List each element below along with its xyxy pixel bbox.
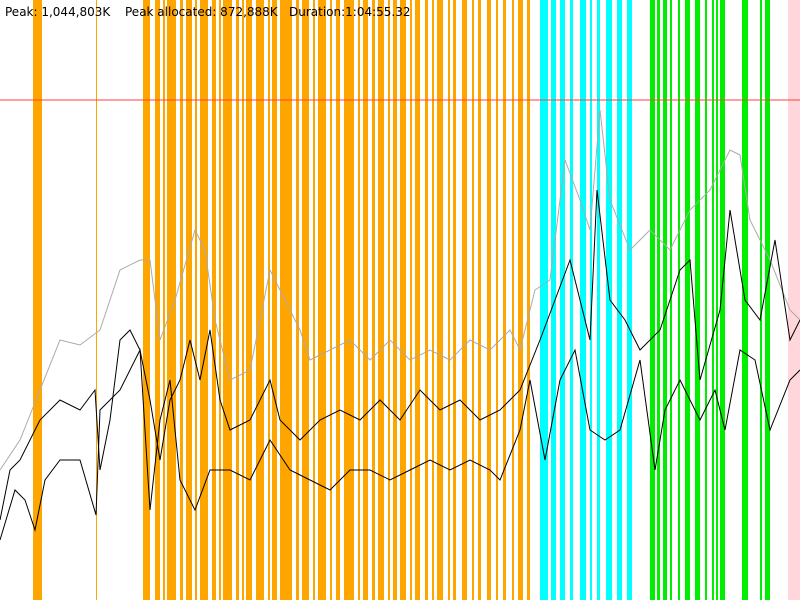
stripe [393,0,397,600]
stripe [280,0,292,600]
stripe [685,0,690,600]
stripe [425,0,428,600]
stripe [432,0,434,600]
stripe [180,0,183,600]
stripe [242,0,244,600]
stripe [358,0,360,600]
stripe [344,0,354,600]
stripe [246,0,252,600]
stripe [437,0,443,600]
stripe [650,0,655,600]
stripe [313,0,315,600]
stripe [788,0,800,600]
stripes [33,0,800,600]
stripe [415,0,420,600]
stripe [163,0,165,600]
stripe [462,0,467,600]
stripe [453,0,456,600]
stripe [296,0,299,600]
stripe [155,0,160,600]
peak-label: Peak: 1,044,803K [5,5,111,19]
stripe [695,0,700,600]
stripe [143,0,150,600]
stripe [512,0,514,600]
stripe [236,0,239,600]
stripe [363,0,368,600]
stripe [268,0,270,600]
stripe [663,0,667,600]
stripe [212,0,216,600]
stripe [336,0,340,600]
stripe [503,0,506,600]
gray-line [0,109,800,471]
stripe [302,0,309,600]
stripe [448,0,450,600]
stripe [627,0,632,600]
lower-line [0,348,800,541]
stripe [720,0,725,600]
stripe [560,0,565,600]
stripe [200,0,208,600]
stripe [617,0,622,600]
stripe [272,0,277,600]
stripe [716,0,718,600]
stripe [597,0,600,600]
stripe [678,0,680,600]
stripe [590,0,592,600]
stripe [657,0,660,600]
stripe [33,0,42,600]
stripe [580,0,586,600]
stripe [186,0,192,600]
stripe [318,0,326,600]
stripe [410,0,412,600]
stripe [540,0,548,600]
stripe [372,0,375,600]
stripe [606,0,612,600]
stripe [712,0,714,600]
duration-label: Duration:1:04:55.32 [289,5,411,19]
stripe [219,0,221,600]
stripe [195,0,197,600]
stripe [478,0,481,600]
stripe [487,0,491,600]
stripe [330,0,332,600]
stripe [760,0,762,600]
stripe [378,0,384,600]
upper-line [0,189,800,521]
stripe [472,0,474,600]
stripe [388,0,390,600]
stripe [570,0,573,600]
stripe [223,0,232,600]
stripe [400,0,406,600]
stripe [496,0,498,600]
stripe [527,0,530,600]
stripe [167,0,176,600]
stripe [518,0,523,600]
stripe [96,0,97,600]
stripe [765,0,770,600]
stripe [551,0,556,600]
stripe [705,0,707,600]
stripe [670,0,672,600]
stripe [256,0,264,600]
peak-allocated-label: Peak allocated: 872,888K [125,5,279,19]
